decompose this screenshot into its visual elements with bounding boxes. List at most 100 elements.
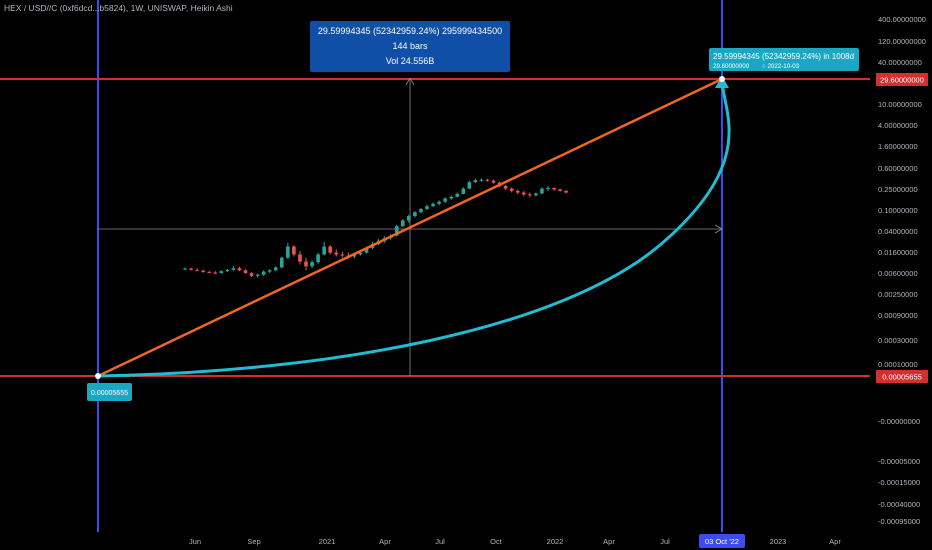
trend-line bbox=[97, 77, 723, 378]
start-label bbox=[87, 383, 132, 401]
price-tick-label: 0.00600000 bbox=[878, 269, 918, 278]
price-tick-label: 4.00000000 bbox=[878, 121, 918, 130]
price-tick-label: -0.00000000 bbox=[878, 417, 920, 426]
candle-body bbox=[467, 182, 472, 189]
candle-body bbox=[401, 220, 405, 227]
price-tick-label: -0.00005000 bbox=[878, 457, 920, 466]
candle-body bbox=[461, 188, 466, 194]
price-tick-label: -0.00015000 bbox=[878, 478, 920, 487]
candle-body bbox=[528, 194, 532, 196]
candle-body bbox=[201, 270, 205, 273]
candle-body bbox=[352, 254, 357, 257]
candle-body bbox=[443, 198, 447, 202]
candle-body bbox=[261, 271, 266, 275]
candle-body bbox=[419, 209, 423, 213]
time-tick-label: Apr bbox=[603, 537, 615, 546]
start-label-text: 0.00005655 bbox=[91, 390, 128, 397]
candle-body bbox=[546, 187, 550, 189]
candle-body bbox=[534, 193, 538, 196]
symbol-title: HEX / USD//C (0xf6dcd...b5824), 1W, UNIS… bbox=[4, 3, 233, 13]
candle-body bbox=[413, 212, 417, 217]
lower-price-tag-text: 0.00005655 bbox=[882, 373, 922, 382]
lower-price-tag bbox=[876, 370, 928, 383]
candle-body bbox=[310, 262, 314, 267]
upper-price-tag-text: 29.60000000 bbox=[880, 76, 924, 85]
candle-body bbox=[249, 273, 254, 276]
candle-body bbox=[564, 190, 568, 193]
candle-body bbox=[243, 270, 248, 274]
candle-body bbox=[219, 271, 224, 274]
candle-body bbox=[225, 269, 230, 272]
candle-body bbox=[340, 254, 345, 256]
candle-body bbox=[207, 272, 211, 274]
candle-body bbox=[183, 268, 187, 270]
growth-curve bbox=[97, 78, 731, 378]
date-highlight-text: 03 Oct '22 bbox=[705, 537, 739, 546]
candle-body bbox=[509, 188, 514, 191]
price-tick-label: 40.00000000 bbox=[878, 58, 922, 67]
candle-body bbox=[280, 257, 284, 268]
candle-body bbox=[485, 179, 490, 181]
time-tick-label: Sep bbox=[247, 537, 260, 546]
candle-body bbox=[364, 247, 369, 253]
candle-body bbox=[231, 268, 236, 270]
time-tick-label: Jul bbox=[435, 537, 445, 546]
candle-body bbox=[455, 193, 460, 197]
candle-body bbox=[322, 246, 326, 255]
target-label bbox=[709, 48, 859, 71]
price-tick-label: -0.00040000 bbox=[878, 500, 920, 509]
candle-body bbox=[255, 274, 260, 276]
price-tick-label: 0.25000000 bbox=[878, 185, 918, 194]
time-axis[interactable]: Jun Sep 2021 Apr Jul Oct 2022 Apr Jul 03 Oct '22 2… bbox=[189, 534, 841, 548]
price-tick-label: 0.04000000 bbox=[878, 227, 918, 236]
price-tick-label: 0.10000000 bbox=[878, 206, 918, 215]
time-tick-label: 2023 bbox=[770, 537, 787, 546]
upper-price-tag bbox=[876, 73, 928, 86]
time-tick-label: Jun bbox=[189, 537, 201, 546]
candle-body bbox=[358, 252, 363, 255]
target-label-date: ○ 2022-10-03 bbox=[762, 63, 800, 70]
price-tick-label: 0.00090000 bbox=[878, 311, 918, 320]
end-point bbox=[719, 76, 725, 82]
date-highlight-tag bbox=[699, 534, 745, 548]
candle-body bbox=[237, 268, 242, 271]
target-label-price: 29.60000000 bbox=[713, 63, 750, 70]
candle-body bbox=[479, 179, 484, 181]
candle-body bbox=[267, 270, 272, 272]
measure-tooltip-line: Vol 24.556B bbox=[386, 56, 435, 66]
time-tick-label: Oct bbox=[490, 537, 503, 546]
candle-body bbox=[304, 261, 308, 267]
time-tick-label: 2022 bbox=[547, 537, 564, 546]
price-tick-label: 0.00030000 bbox=[878, 336, 918, 345]
candle-body bbox=[328, 246, 332, 253]
start-point bbox=[95, 373, 101, 379]
price-tick-label: 0.00250000 bbox=[878, 290, 918, 299]
chart-overlay: 29.59994345 (52342959.24%) 295999434500 1… bbox=[87, 21, 859, 401]
candle-body bbox=[425, 206, 429, 209]
price-tick-label: 0.60000000 bbox=[878, 164, 918, 173]
candle-body bbox=[503, 186, 508, 189]
candle-body bbox=[540, 188, 544, 194]
candle-body bbox=[558, 189, 562, 191]
candle-body bbox=[522, 192, 526, 195]
price-tick-label: 120.00000000 bbox=[878, 37, 926, 46]
price-tick-label: -0.00095000 bbox=[878, 517, 920, 526]
candle-body bbox=[449, 196, 453, 199]
time-tick-label: Apr bbox=[829, 537, 841, 546]
candle-body bbox=[334, 252, 339, 255]
candle-body bbox=[195, 269, 199, 271]
price-axis[interactable]: 400.00000000 120.00000000 40.00000000 10.00… bbox=[876, 15, 928, 526]
candle-body bbox=[552, 187, 556, 190]
candle-body bbox=[298, 254, 302, 262]
price-tick-label: 0.00010000 bbox=[878, 360, 918, 369]
time-tick-label: Jul bbox=[660, 537, 670, 546]
price-tick-label: 10.00000000 bbox=[878, 100, 922, 109]
time-tick-label: Apr bbox=[379, 537, 391, 546]
price-tick-label: 0.01600000 bbox=[878, 248, 918, 257]
candle-body bbox=[431, 203, 435, 207]
time-tick-label: 2021 bbox=[319, 537, 336, 546]
measure-tooltip-line: 144 bars bbox=[392, 41, 428, 51]
candle-body bbox=[491, 180, 496, 183]
